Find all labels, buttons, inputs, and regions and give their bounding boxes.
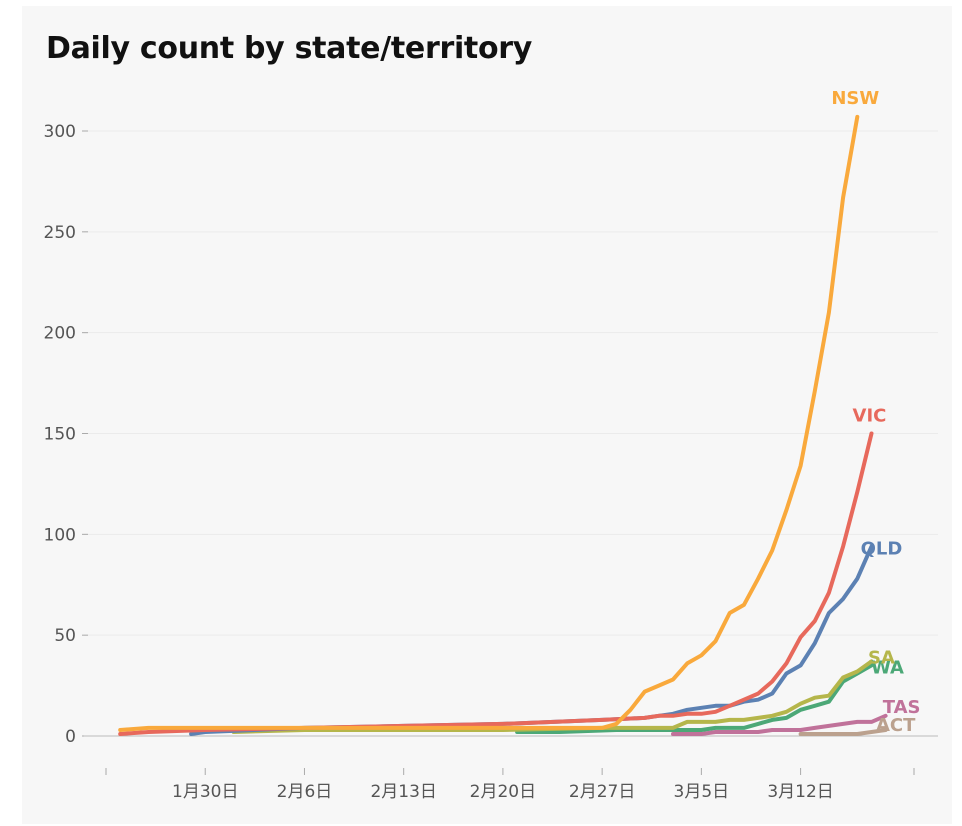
x-tick-label: 1月30日: [172, 782, 238, 802]
series-line-vic: [118, 431, 874, 736]
series-line-qld: [189, 544, 874, 736]
chart-panel: [22, 6, 952, 824]
x-tick-label: 2月6日: [277, 782, 333, 802]
chart-title: Daily count by state/territory: [46, 31, 533, 66]
x-tick-label: 2月20日: [470, 782, 536, 802]
series-line-nsw: [118, 114, 860, 732]
series-label-vic: VIC: [853, 406, 887, 427]
x-tick-label: 2月27日: [569, 782, 635, 802]
y-tick-label: 100: [44, 525, 76, 545]
series-line-act: [798, 728, 888, 736]
x-tick-label: 3月12日: [767, 782, 833, 802]
series-label-wa: WA: [871, 657, 904, 678]
series-label-nsw: NSW: [831, 88, 879, 109]
x-tick-label: 3月5日: [674, 782, 730, 802]
gridlines: [84, 130, 938, 636]
y-tick-label: 150: [44, 425, 76, 445]
y-tick-label: 300: [44, 122, 76, 142]
x-tick-label: 2月13日: [370, 782, 436, 802]
series-line-tas: [671, 713, 888, 736]
series-label-tas: TAS: [883, 697, 921, 718]
series-line-wa: [515, 663, 874, 734]
series-label-act: ACT: [876, 715, 916, 736]
y-tick-label: 0: [65, 727, 76, 747]
y-tick-label: 200: [44, 324, 76, 344]
series-lines: [118, 114, 888, 736]
series-label-qld: QLD: [861, 538, 903, 559]
axes: 0 50 100 150 200 250 300 1月30日 2月6日 2月13日 2月20日 2月2…: [44, 122, 938, 802]
y-tick-label: 50: [54, 626, 76, 646]
series-label-sa: SA: [868, 647, 895, 668]
y-tick-label: 250: [44, 223, 76, 243]
